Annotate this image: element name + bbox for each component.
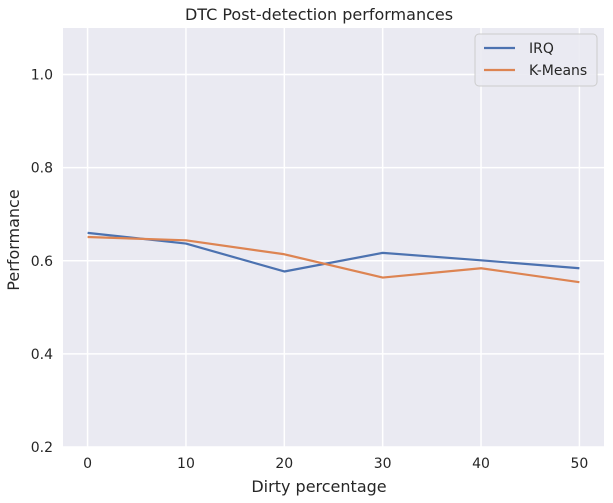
legend-label: IRQ xyxy=(529,41,554,57)
series-line-k-means xyxy=(87,235,580,284)
x-axis-ticks: 0 10 20 30 40 50 xyxy=(83,456,588,472)
y-tick-label: 0.2 xyxy=(31,440,53,456)
plot-background xyxy=(63,28,604,447)
x-tick-label: 10 xyxy=(177,456,195,472)
y-axis-label: Performance xyxy=(4,189,23,290)
y-tick-label: 1.0 xyxy=(31,68,53,84)
x-tick-label: 0 xyxy=(83,456,92,472)
legend-label: K-Means xyxy=(529,63,587,79)
x-tick-label: 20 xyxy=(275,456,293,472)
y-axis-ticks: 0.2 0.4 0.6 0.8 1.0 xyxy=(31,68,53,456)
x-tick-label: 50 xyxy=(570,456,588,472)
series-layer xyxy=(87,231,580,284)
x-axis-label: Dirty percentage xyxy=(251,477,386,496)
y-tick-label: 0.6 xyxy=(31,254,53,270)
legend: IRQ K-Means xyxy=(474,33,598,87)
chart-title: DTC Post-detection performances xyxy=(185,5,453,24)
y-tick-label: 0.8 xyxy=(31,161,53,177)
x-tick-label: 30 xyxy=(374,456,392,472)
series-line-irq xyxy=(87,231,580,273)
grid xyxy=(63,28,604,448)
x-tick-label: 40 xyxy=(472,456,490,472)
y-tick-label: 0.4 xyxy=(31,347,53,363)
